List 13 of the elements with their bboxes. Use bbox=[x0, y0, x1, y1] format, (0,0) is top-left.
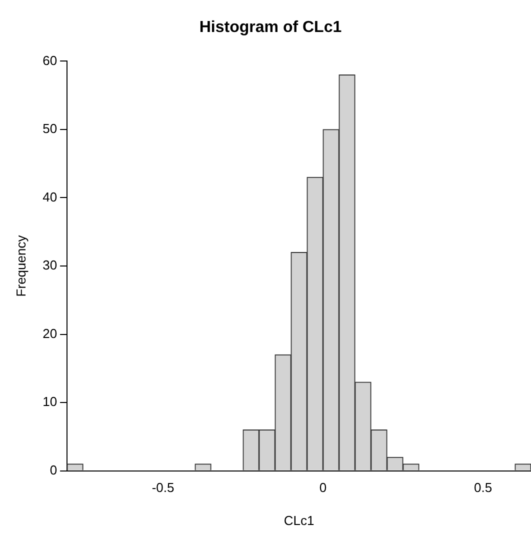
x-tick-label: 0 bbox=[319, 480, 327, 496]
y-tick-label: 30 bbox=[42, 258, 58, 273]
y-tick-label: 0 bbox=[50, 462, 58, 478]
x-tick-label: -0.5 bbox=[152, 480, 174, 496]
y-tick-label: 40 bbox=[42, 189, 58, 204]
y-tick-label: 20 bbox=[42, 326, 58, 341]
y-tick-label: 60 bbox=[42, 52, 58, 68]
x-tick-label: 0.5 bbox=[474, 480, 492, 496]
x-axis-title: CLc1 bbox=[284, 512, 314, 528]
y-tick-label: 10 bbox=[42, 394, 58, 410]
chart-title: Histogram of CLc1 bbox=[199, 19, 342, 36]
y-tick-label: 50 bbox=[42, 121, 58, 136]
y-axis-title: Frequency bbox=[13, 234, 28, 297]
